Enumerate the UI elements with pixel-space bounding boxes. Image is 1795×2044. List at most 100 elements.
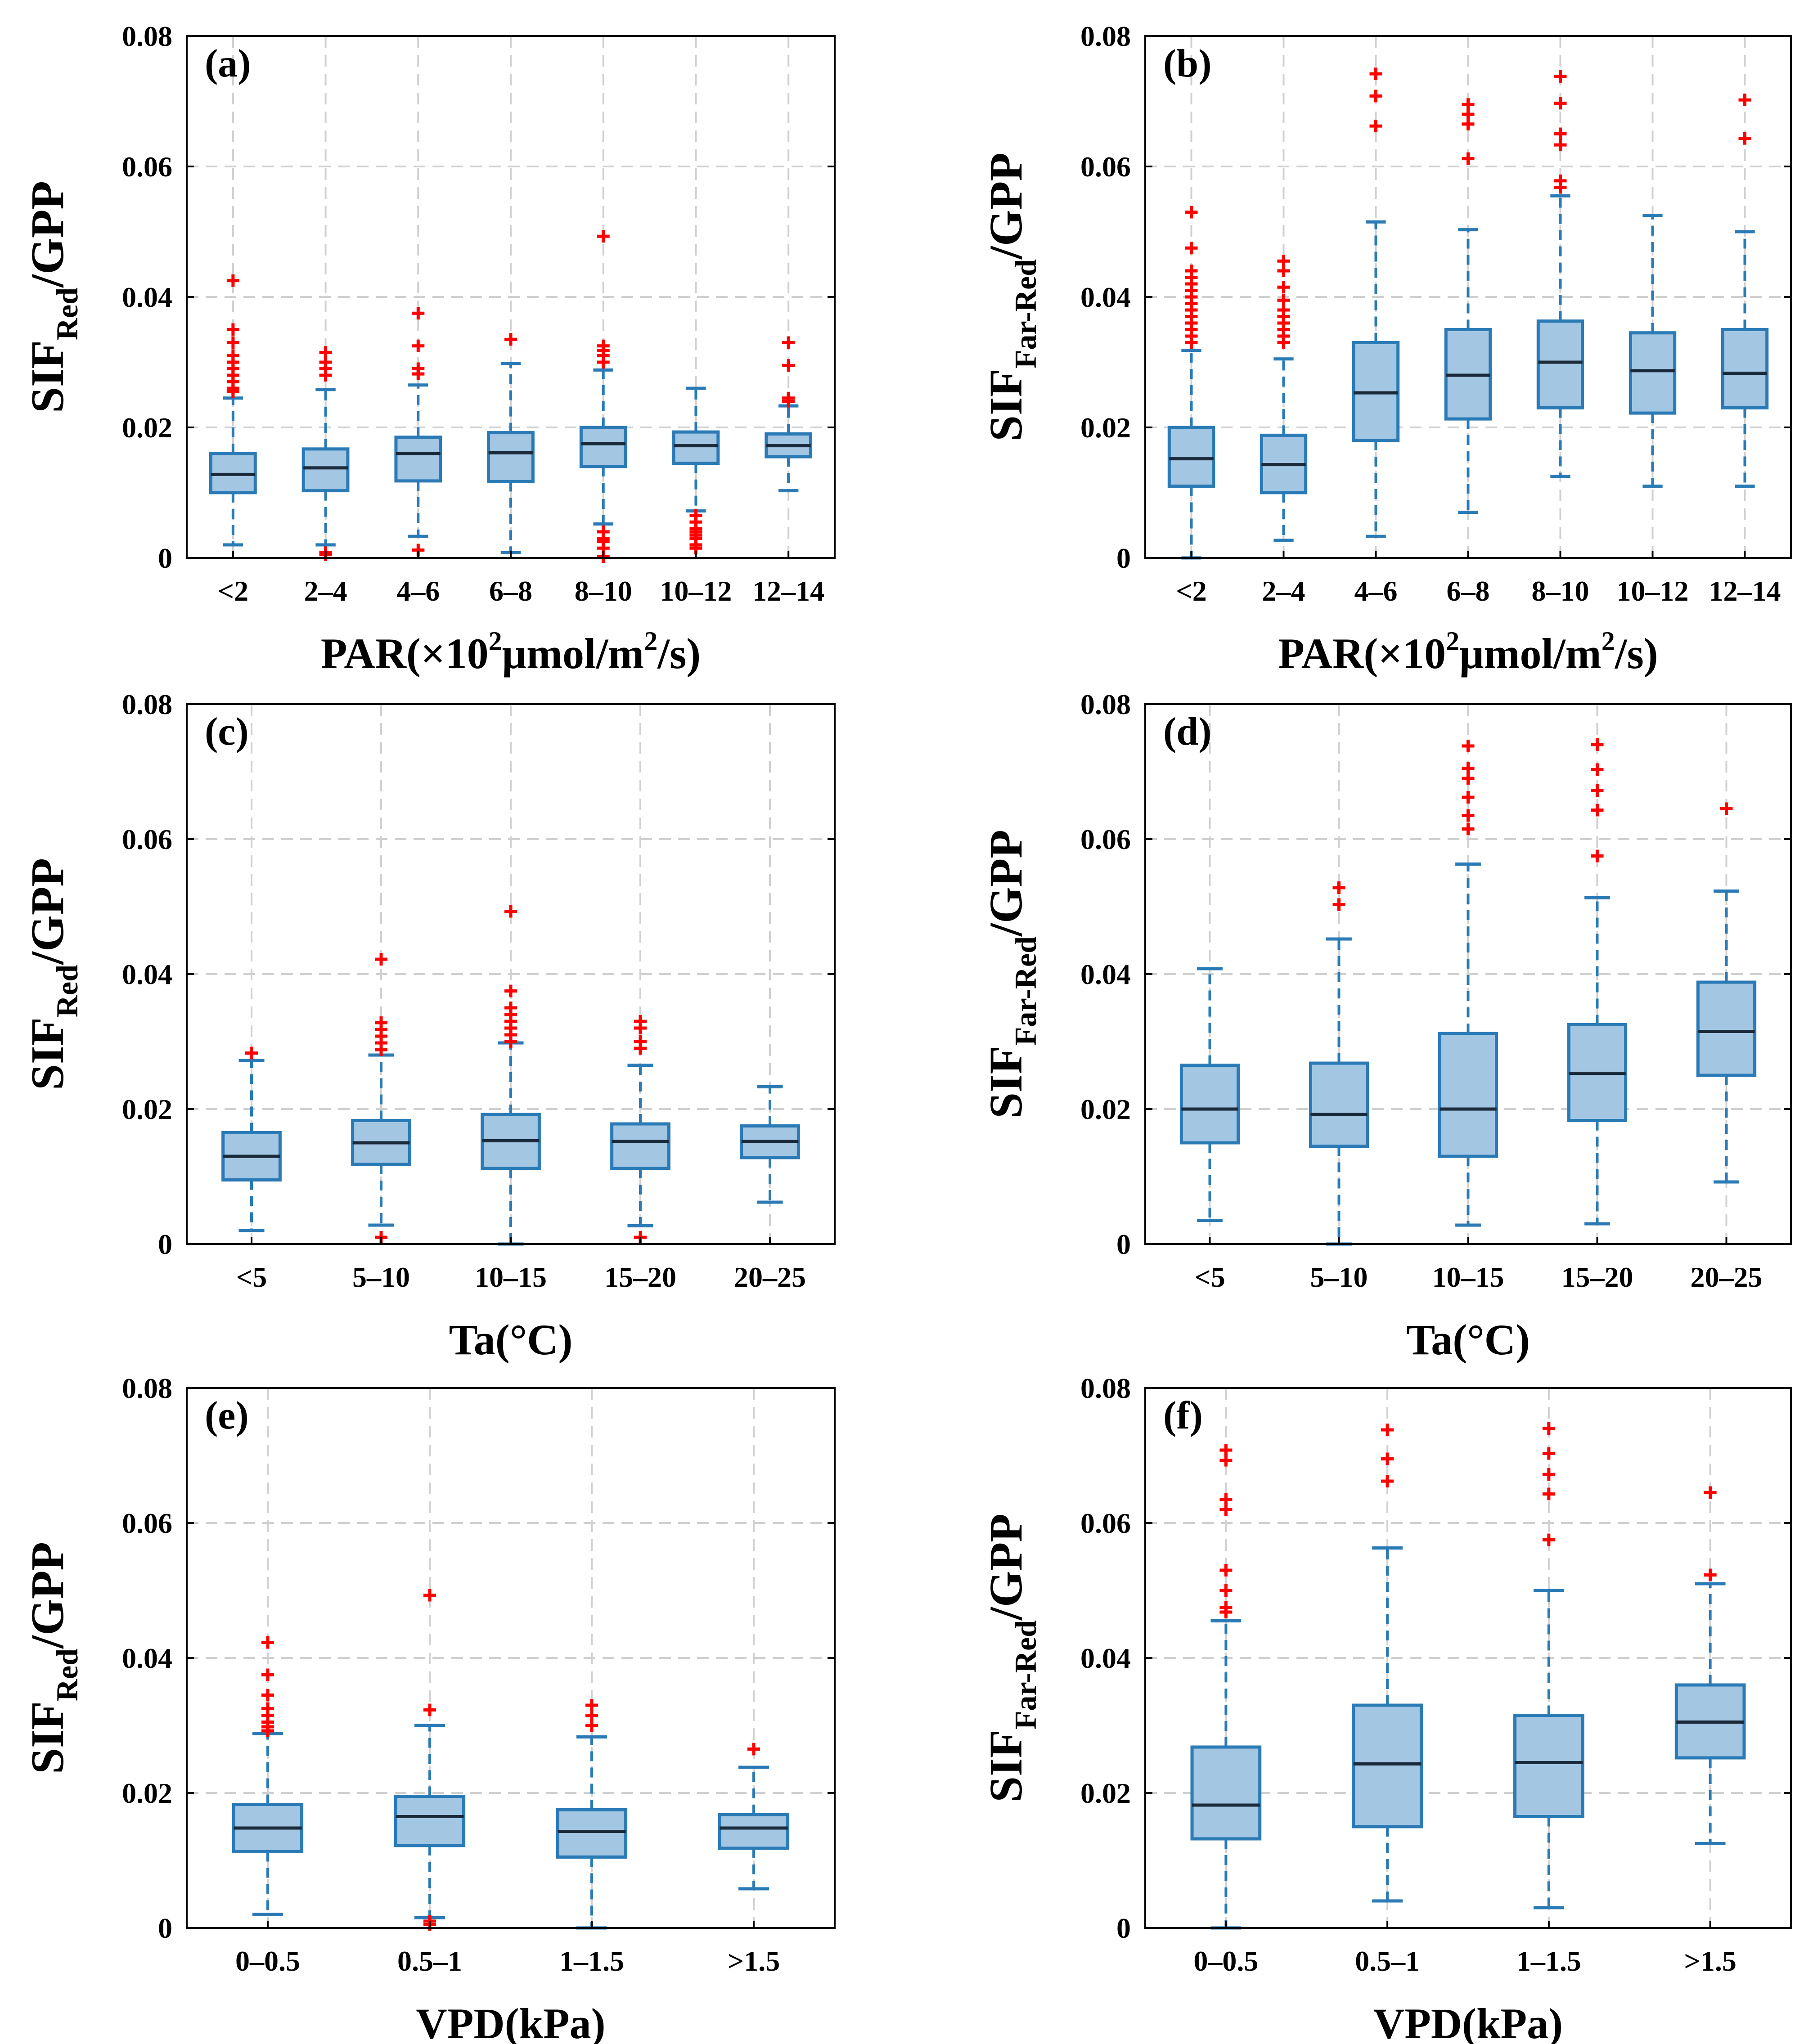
panel-a: 0 0.02 0.04 0.06 0.08 <2 2–4 4–6 6–8 8–10 10–12 12–… <box>22 20 836 678</box>
y-tick-label: 0 <box>1116 1912 1131 1944</box>
box-12–14 <box>765 336 813 493</box>
outlier-marker <box>1185 206 1198 219</box>
outlier-marker <box>423 1703 436 1716</box>
y-tick-label: 0.06 <box>1080 151 1131 183</box>
iqr-box <box>718 1813 790 1850</box>
x-tick-label: 6–8 <box>1447 575 1490 607</box>
outlier-marker <box>1554 70 1567 83</box>
box-4–6 <box>1352 67 1400 538</box>
outlier-marker <box>1554 181 1567 194</box>
outlier-marker <box>261 1725 274 1737</box>
x-tick-label: 15–20 <box>604 1261 676 1293</box>
outlier-marker <box>1462 809 1475 822</box>
box-15–20 <box>1567 738 1628 1226</box>
outlier-marker <box>412 339 425 352</box>
x-tick-label: 10–15 <box>1432 1261 1504 1293</box>
y-tick-label: 0.08 <box>122 20 172 52</box>
iqr-box <box>301 447 350 493</box>
x-tick-label: 20–25 <box>1691 1261 1763 1293</box>
outlier-marker <box>597 230 610 243</box>
outlier-marker <box>504 333 517 346</box>
outlier-marker <box>1542 1533 1555 1546</box>
y-tick-label: 0.02 <box>1080 412 1131 444</box>
box-8–10 <box>1536 70 1584 478</box>
panel-label: (b) <box>1163 42 1212 85</box>
iqr-box <box>610 1122 670 1170</box>
x-tick-label: >1.5 <box>1684 1945 1736 1977</box>
box-0.5–1 <box>1352 1424 1423 1903</box>
iqr-box <box>1352 1703 1423 1828</box>
iqr-box <box>1629 331 1677 415</box>
outlier-marker <box>1462 772 1475 785</box>
x-tick-label: >1.5 <box>728 1945 780 1977</box>
x-tick-label: 15–20 <box>1561 1261 1633 1293</box>
y-tick-label: 0.06 <box>122 823 172 855</box>
panel-f: 0 0.02 0.04 0.06 0.08 0–0.5 0.5–1 1–1.5 >1.5 (f) V… <box>980 1372 1792 2044</box>
y-axis-label: SIFRed/GPP <box>22 858 84 1090</box>
outlier-marker <box>245 1047 258 1060</box>
outlier-marker <box>1219 1503 1233 1516</box>
iqr-box <box>1721 328 1769 409</box>
outlier-marker <box>1381 1424 1394 1436</box>
y-tick-label: 0.04 <box>1080 958 1131 990</box>
x-tick-label: 12–14 <box>752 575 824 607</box>
y-tick-label: 0.06 <box>122 151 172 183</box>
box-2–4 <box>301 346 350 561</box>
box-10–12 <box>1629 214 1677 488</box>
y-tick-label: 0.06 <box>1080 1507 1131 1539</box>
iqr-box <box>579 426 627 468</box>
panel-label: (c) <box>205 710 249 754</box>
y-tick-label: 0.04 <box>122 281 172 313</box>
outlier-marker <box>1554 97 1567 110</box>
x-tick-label: 20–25 <box>734 1261 806 1293</box>
outlier-marker <box>375 1043 387 1056</box>
y-tick-label: 0.04 <box>1080 1642 1131 1674</box>
outlier-marker <box>1591 804 1604 817</box>
x-tick-label: 1–1.5 <box>559 1945 624 1977</box>
y-tick-label: 0 <box>158 542 172 574</box>
outlier-marker <box>1554 139 1567 152</box>
outlier-marker <box>1542 1487 1555 1500</box>
outlier-marker <box>423 1589 436 1602</box>
box-10–15 <box>481 905 541 1246</box>
iqr-box <box>1167 426 1215 488</box>
outlier-marker <box>634 1022 647 1034</box>
box-<5 <box>221 1047 282 1232</box>
outlier-marker <box>1185 242 1198 255</box>
box-12–14 <box>1721 94 1769 488</box>
iqr-box <box>1696 980 1757 1077</box>
outlier-marker <box>1462 822 1475 836</box>
outlier-marker <box>226 274 239 287</box>
outlier-marker <box>1332 881 1345 894</box>
box-10–15 <box>1438 740 1498 1227</box>
box-5–10 <box>351 953 411 1244</box>
x-tick-label: 10–12 <box>660 575 732 607</box>
box-10–12 <box>672 386 720 555</box>
outlier-marker <box>1462 117 1475 130</box>
outlier-marker <box>1542 1447 1555 1460</box>
box->1.5 <box>718 1743 790 1891</box>
box-0–0.5 <box>232 1636 304 1916</box>
y-tick-label: 0.08 <box>1080 688 1131 720</box>
outlier-marker <box>1219 1606 1233 1618</box>
y-axis-label: SIFFar-Red/GPP <box>980 1514 1043 1802</box>
x-axis-label: Ta(°C) <box>449 1316 573 1364</box>
outlier-marker <box>261 1668 274 1681</box>
y-tick-label: 0.08 <box>122 1372 172 1404</box>
x-axis-label: Ta(°C) <box>1406 1316 1530 1364</box>
box-<2 <box>209 274 257 547</box>
x-tick-label: 0–0.5 <box>1193 1945 1258 1977</box>
outlier-marker <box>1542 1422 1555 1435</box>
y-tick-label: 0.08 <box>1080 20 1131 52</box>
x-tick-label: 0.5–1 <box>397 1945 462 1977</box>
panel-b: 0 0.02 0.04 0.06 0.08 <2 2–4 4–6 6–8 8–10 10–12 12–… <box>980 20 1792 678</box>
box-4–6 <box>394 307 442 557</box>
outlier-marker <box>226 385 239 398</box>
panel-label: (d) <box>1163 710 1212 754</box>
iqr-box <box>1438 1032 1498 1158</box>
x-tick-label: 10–12 <box>1617 575 1689 607</box>
x-tick-label: 6–8 <box>489 575 532 607</box>
x-axis-label: VPD(kPa) <box>416 1999 605 2044</box>
box-6–8 <box>1444 98 1492 514</box>
iqr-box <box>1179 1064 1240 1145</box>
